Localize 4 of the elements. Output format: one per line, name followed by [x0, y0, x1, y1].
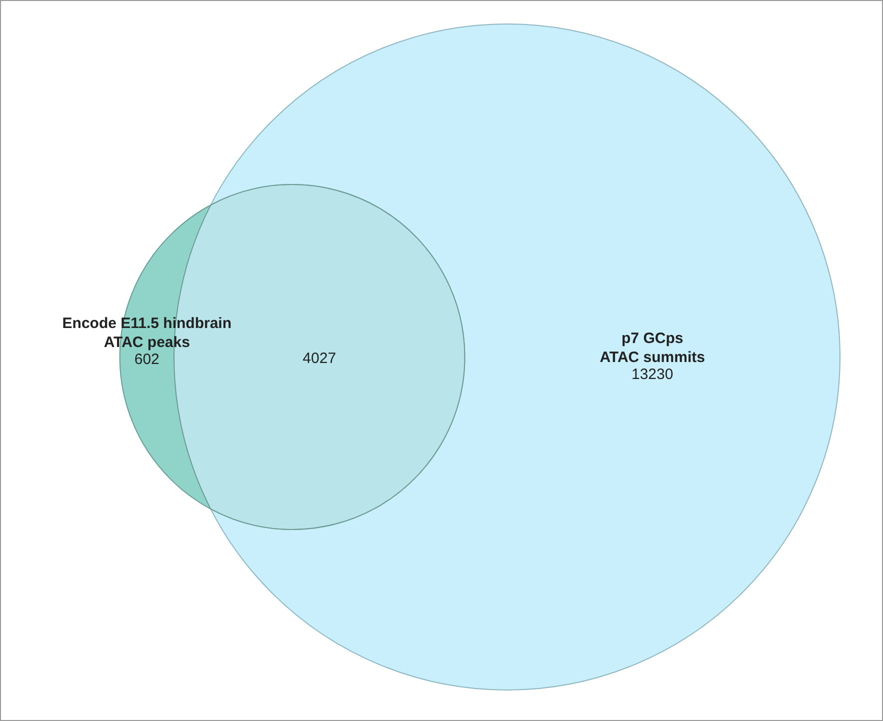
data-label: 4027 — [302, 350, 336, 367]
data-label: 13230 — [632, 366, 674, 383]
category-label: p7 GCps ATAC summits — [600, 330, 706, 366]
data-label: 602 — [134, 351, 160, 368]
